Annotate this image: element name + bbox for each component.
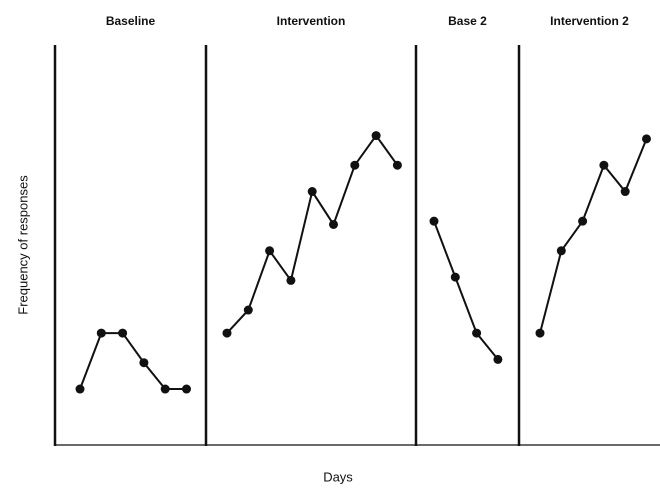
data-point bbox=[429, 216, 439, 226]
data-point bbox=[307, 187, 317, 197]
data-point bbox=[578, 216, 588, 226]
data-point bbox=[265, 246, 275, 256]
data-point bbox=[286, 275, 296, 285]
phase-title: Base 2 bbox=[448, 14, 487, 28]
data-point bbox=[371, 131, 381, 141]
data-point bbox=[599, 160, 609, 170]
data-point bbox=[139, 358, 149, 368]
x-axis-label: Days bbox=[323, 469, 353, 484]
phase-title: Intervention bbox=[277, 14, 346, 28]
data-point bbox=[392, 160, 402, 170]
data-point bbox=[243, 305, 253, 315]
data-point bbox=[160, 384, 170, 394]
data-line bbox=[226, 133, 399, 334]
y-axis-label: Frequency of responses bbox=[15, 175, 30, 315]
data-point bbox=[493, 354, 503, 364]
data-point bbox=[450, 272, 460, 282]
phase-title: Baseline bbox=[106, 14, 156, 28]
data-point bbox=[620, 187, 630, 197]
data-line bbox=[79, 332, 187, 391]
data-line bbox=[539, 138, 648, 334]
data-point bbox=[472, 328, 482, 338]
data-line bbox=[433, 220, 499, 361]
phase-title: Intervention 2 bbox=[550, 14, 629, 28]
data-point bbox=[118, 328, 128, 338]
data-point bbox=[222, 328, 232, 338]
data-point bbox=[535, 328, 545, 338]
data-point bbox=[329, 219, 338, 229]
data-point bbox=[350, 160, 360, 170]
data-point bbox=[182, 384, 191, 394]
data-point bbox=[642, 134, 651, 144]
data-point bbox=[75, 384, 85, 394]
data-point bbox=[96, 328, 106, 338]
data-point bbox=[556, 246, 566, 256]
